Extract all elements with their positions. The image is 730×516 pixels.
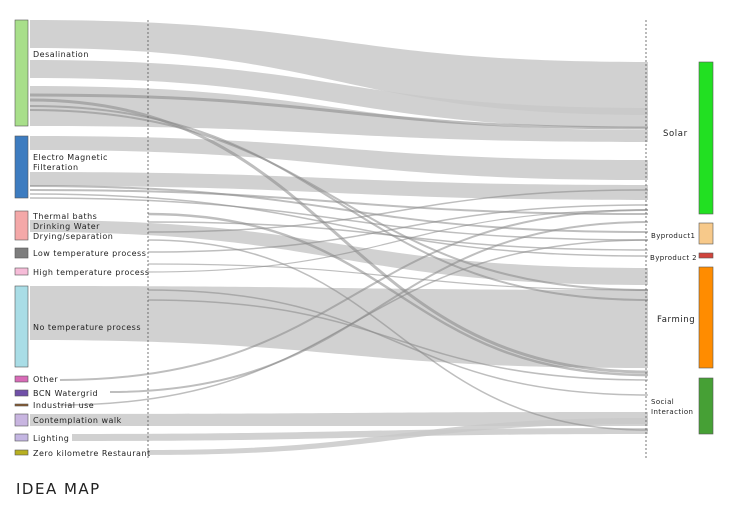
right-node-label-solar: Solar <box>663 129 688 139</box>
flow-strand-14 <box>59 209 649 381</box>
left-node-bar-high <box>14 267 29 276</box>
flow-band-8 <box>30 412 648 426</box>
right-node-label-byp2: Byproduct 2 <box>650 254 697 262</box>
left-node-bar-zero <box>14 449 29 456</box>
flow-strand-18 <box>147 299 649 381</box>
left-node-bar-low <box>14 247 29 259</box>
flow-strand-16 <box>59 239 649 406</box>
flow-band-4 <box>30 136 648 180</box>
right-node-label-social: Social <box>651 398 674 406</box>
left-node-label-thermal: Drying/separation <box>33 232 113 241</box>
left-node-bar-other <box>14 375 29 383</box>
flow-band-5 <box>30 172 648 200</box>
guide-lines <box>147 20 647 460</box>
flow-band-2 <box>30 60 648 128</box>
left-node-bar-lighting <box>14 433 29 442</box>
flow-strand-5 <box>29 189 649 215</box>
left-node-label-bcn: BCN Watergrid <box>33 389 98 398</box>
right-node-label-byp1: Byproduct1 <box>651 232 695 240</box>
flow-strand-17 <box>147 289 649 396</box>
right-node-bar-solar <box>698 61 714 215</box>
flow-band-10 <box>148 418 648 455</box>
left-node-label-lighting: Lighting <box>33 434 69 443</box>
left-node-bar-industrial <box>14 403 29 407</box>
flow-strand-19 <box>29 109 649 291</box>
flow-band-1 <box>30 20 648 115</box>
flow-strand-20 <box>29 197 649 241</box>
left-node-label-other: Other <box>33 375 58 384</box>
left-node-bar-none <box>14 285 29 368</box>
right-node-bar-byp1 <box>698 222 714 245</box>
left-node-label-emf: Electro Magnetic <box>33 153 108 162</box>
flow-strand-11 <box>147 204 649 253</box>
left-node-bar-thermal <box>14 210 29 241</box>
right-node-bar-farming <box>698 266 714 369</box>
left-node-label-thermal: Drinking Water <box>33 222 100 231</box>
right-node-bar-byp2 <box>698 252 714 259</box>
left-node-label-emf: Filteration <box>33 163 79 172</box>
left-node-bar-emf <box>14 135 29 199</box>
flow-strand-15 <box>109 221 649 393</box>
left-node-label-industrial: Industrial use <box>33 401 94 410</box>
flow-strand-10 <box>147 239 649 431</box>
flow-strand-4 <box>29 185 649 233</box>
right-node-label-farming: Farming <box>657 315 695 325</box>
left-node-bar-desalination <box>14 19 29 127</box>
flow-strand-1 <box>29 93 649 130</box>
left-node-label-thermal: Thermal baths <box>32 212 97 221</box>
flow-band-9 <box>72 428 648 441</box>
flow-strand-12 <box>147 263 649 291</box>
left-node-label-none: No temperature process <box>33 323 141 332</box>
left-node-bar-bcn <box>14 389 29 397</box>
flow-strand-13 <box>147 209 649 273</box>
flow-layer <box>29 20 649 455</box>
left-node-label-desalination: Desalination <box>33 50 89 59</box>
left-node-label-walk: Contemplation walk <box>33 416 122 425</box>
flow-band-6 <box>30 220 648 285</box>
right-node-bar-social <box>698 377 714 435</box>
left-node-label-high: High temperature process <box>33 268 150 277</box>
flow-strand-9 <box>147 189 649 233</box>
left-node-bar-walk <box>14 413 29 427</box>
diagram-title: IDEA MAP <box>16 480 101 498</box>
left-node-label-low: Low temperature process <box>33 249 146 258</box>
flow-strand-2 <box>29 98 649 374</box>
right-node-label-social: Interaction <box>651 408 693 416</box>
left-node-label-zero: Zero kilometre Restaurant <box>33 449 151 458</box>
flow-strand-6 <box>29 193 649 257</box>
flow-strand-8 <box>147 221 649 251</box>
